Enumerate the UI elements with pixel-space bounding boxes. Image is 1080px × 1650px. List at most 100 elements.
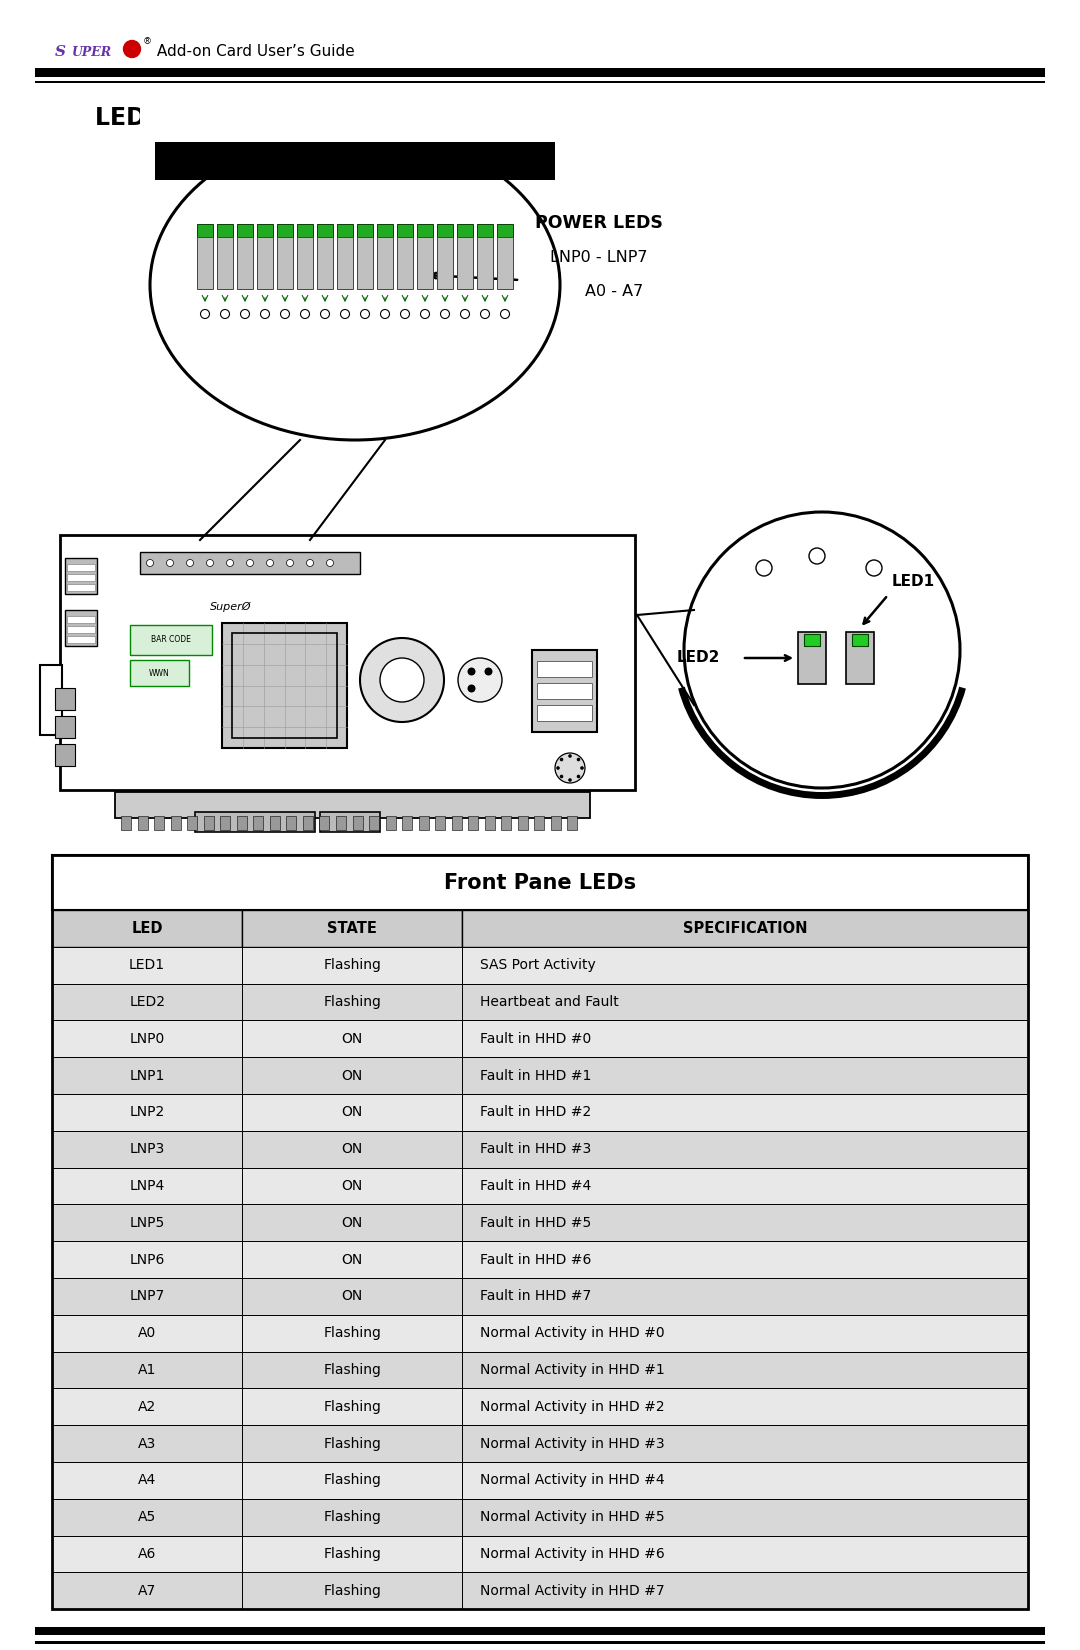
- Bar: [237, 817, 246, 830]
- Bar: [187, 817, 198, 830]
- Bar: [357, 224, 373, 238]
- Bar: [419, 817, 429, 830]
- Bar: [242, 1241, 462, 1279]
- FancyBboxPatch shape: [60, 535, 635, 790]
- Bar: [397, 238, 413, 289]
- Bar: [397, 224, 413, 238]
- Circle shape: [458, 658, 502, 701]
- Text: Normal Activity in HHD #0: Normal Activity in HHD #0: [480, 1327, 664, 1340]
- Circle shape: [321, 310, 329, 318]
- Bar: [537, 683, 592, 700]
- Bar: [52, 1426, 242, 1462]
- Text: LED1: LED1: [892, 574, 935, 589]
- Bar: [462, 1388, 1028, 1426]
- Bar: [462, 1498, 1028, 1536]
- Bar: [232, 634, 337, 738]
- Circle shape: [201, 310, 210, 318]
- Text: ON: ON: [341, 1031, 363, 1046]
- Text: LNP4: LNP4: [130, 1180, 165, 1193]
- Circle shape: [684, 512, 960, 789]
- Bar: [297, 238, 313, 289]
- Bar: [254, 817, 264, 830]
- Bar: [242, 1279, 462, 1315]
- Text: Flashing: Flashing: [323, 1473, 381, 1487]
- Text: LED: LED: [132, 921, 163, 936]
- Circle shape: [380, 310, 390, 318]
- Text: Normal Activity in HHD #1: Normal Activity in HHD #1: [480, 1363, 664, 1378]
- Circle shape: [340, 310, 350, 318]
- Circle shape: [361, 310, 369, 318]
- Text: Fault in HHD #4: Fault in HHD #4: [480, 1180, 591, 1193]
- Bar: [462, 1315, 1028, 1351]
- Bar: [278, 224, 293, 238]
- Circle shape: [555, 752, 585, 784]
- Bar: [52, 1315, 242, 1351]
- Bar: [497, 224, 513, 238]
- Bar: [121, 817, 131, 830]
- Text: Fault in HHD #1: Fault in HHD #1: [480, 1069, 591, 1082]
- Bar: [462, 1130, 1028, 1168]
- Text: A7: A7: [138, 1584, 157, 1597]
- Bar: [242, 1020, 462, 1058]
- Bar: [242, 1130, 462, 1168]
- Circle shape: [568, 779, 571, 782]
- Bar: [402, 817, 413, 830]
- Circle shape: [326, 559, 334, 566]
- Bar: [242, 1204, 462, 1241]
- Circle shape: [401, 310, 409, 318]
- Bar: [217, 224, 233, 238]
- Text: LNP0: LNP0: [130, 1031, 165, 1046]
- Text: Normal Activity in HHD #7: Normal Activity in HHD #7: [480, 1584, 664, 1597]
- Bar: [846, 632, 874, 685]
- Bar: [386, 817, 395, 830]
- Bar: [140, 553, 360, 574]
- Text: Fault in HHD #7: Fault in HHD #7: [480, 1289, 591, 1304]
- Bar: [52, 1536, 242, 1572]
- Circle shape: [220, 310, 229, 318]
- Bar: [204, 817, 214, 830]
- Bar: [537, 662, 592, 676]
- Circle shape: [241, 310, 249, 318]
- Bar: [52, 1020, 242, 1058]
- Bar: [457, 238, 473, 289]
- Bar: [318, 238, 333, 289]
- Text: Flashing: Flashing: [323, 1363, 381, 1378]
- Text: ON: ON: [341, 1106, 363, 1119]
- Bar: [377, 238, 393, 289]
- Bar: [337, 224, 353, 238]
- Bar: [457, 224, 473, 238]
- Circle shape: [559, 776, 564, 779]
- Circle shape: [441, 310, 449, 318]
- Circle shape: [147, 559, 153, 566]
- Circle shape: [485, 668, 492, 675]
- Text: UPER: UPER: [72, 46, 112, 58]
- Bar: [55, 716, 75, 738]
- Text: LNP7: LNP7: [130, 1289, 165, 1304]
- Text: Front Pane LEDs: Front Pane LEDs: [444, 873, 636, 893]
- Circle shape: [500, 310, 510, 318]
- Text: LNP5: LNP5: [130, 1216, 165, 1229]
- Bar: [242, 1315, 462, 1351]
- Text: Flashing: Flashing: [323, 1437, 381, 1450]
- Bar: [35, 68, 1045, 76]
- Text: ON: ON: [341, 1180, 363, 1193]
- Text: LNP3: LNP3: [130, 1142, 165, 1157]
- FancyBboxPatch shape: [130, 660, 189, 686]
- Bar: [154, 817, 164, 830]
- Text: A1: A1: [138, 1363, 157, 1378]
- Bar: [52, 911, 242, 947]
- Text: Fault in HHD #6: Fault in HHD #6: [480, 1252, 591, 1267]
- Bar: [52, 1168, 242, 1204]
- Bar: [798, 632, 826, 685]
- Text: Normal Activity in HHD #4: Normal Activity in HHD #4: [480, 1473, 664, 1487]
- Bar: [369, 817, 379, 830]
- Text: LNP1: LNP1: [130, 1069, 165, 1082]
- Bar: [238, 238, 253, 289]
- Text: ON: ON: [341, 1252, 363, 1267]
- Bar: [242, 1168, 462, 1204]
- Bar: [462, 1204, 1028, 1241]
- Text: A2: A2: [138, 1399, 157, 1414]
- Bar: [52, 1388, 242, 1426]
- Bar: [462, 1058, 1028, 1094]
- Bar: [222, 624, 347, 747]
